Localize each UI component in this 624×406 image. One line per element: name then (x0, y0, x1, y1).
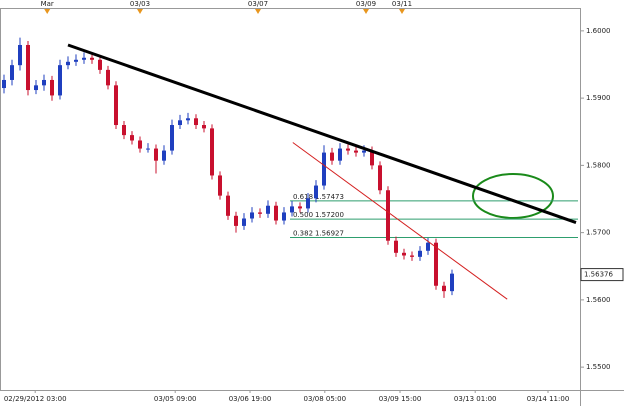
candle-body (298, 206, 302, 209)
candle-body (162, 150, 166, 161)
top-tick-label: 03/07 (248, 0, 268, 8)
candle-body (170, 125, 174, 151)
candle-body (322, 152, 326, 186)
candle-body (194, 118, 198, 126)
candle-body (290, 206, 294, 213)
candle-body (138, 140, 142, 149)
candle-body (42, 79, 46, 86)
candle-body (122, 125, 126, 136)
trendline (292, 142, 508, 300)
candle-body (66, 61, 70, 66)
y-tick-label: 1.5500 (586, 363, 611, 371)
candle-body (218, 175, 222, 196)
candle-body (426, 242, 430, 251)
candle-body (226, 195, 230, 216)
candle-body (410, 255, 414, 257)
candle-body (10, 65, 14, 80)
candle-body (378, 165, 382, 191)
top-tick-label: 03/03 (130, 0, 150, 8)
candle-body (338, 148, 342, 161)
trendline (67, 43, 577, 224)
fib-ratio: 0.500 (293, 211, 313, 219)
candle-body (90, 57, 94, 60)
x-tick-label: 02/29/2012 03:00 (4, 395, 67, 403)
y-tick-label: 1.5600 (586, 296, 611, 304)
candle-body (250, 212, 254, 219)
candle-body (26, 44, 30, 91)
x-tick-label: 03/14 11:00 (527, 395, 570, 403)
candle-body (346, 148, 350, 151)
top-tick-label: 03/09 (356, 0, 376, 8)
highlight-ellipse (472, 173, 554, 219)
fib-label: 1.57473 (315, 193, 344, 201)
fib-ratio: 0.382 (293, 230, 313, 238)
candle-body (154, 148, 158, 161)
top-tick-marker (363, 9, 369, 14)
candle-body (114, 85, 118, 126)
candle-body (242, 218, 246, 226)
y-tick-label: 1.5900 (586, 94, 611, 102)
candle-body (2, 79, 6, 89)
candle-body (186, 118, 190, 121)
x-tick-label: 03/09 15:00 (379, 395, 422, 403)
candle-body (34, 85, 38, 91)
candle-body (354, 150, 358, 153)
candle-body (306, 198, 310, 209)
top-tick-marker (44, 9, 51, 14)
candle-body (74, 59, 78, 62)
candle-body (434, 242, 438, 286)
candle-body (314, 185, 318, 199)
candle-body (418, 250, 422, 257)
candle-body (234, 215, 238, 226)
candle-body (370, 150, 374, 166)
y-tick-label: 1.6000 (586, 27, 611, 35)
candle-body (98, 59, 102, 70)
candle-body (450, 273, 454, 292)
candle-body (442, 285, 446, 292)
x-tick-label: 03/08 05:00 (304, 395, 347, 403)
fib-label: 1.57200 (315, 211, 344, 219)
x-tick-label: 03/13 01:00 (454, 395, 497, 403)
candle-body (106, 69, 110, 86)
fib-label: 1.56927 (315, 230, 344, 238)
candle-body (266, 205, 270, 214)
top-tick-label: Mar (41, 0, 54, 8)
candle-body (50, 79, 54, 96)
candle-body (178, 120, 182, 126)
candle-body (18, 44, 22, 66)
candle-body (202, 125, 206, 129)
candle-body (146, 148, 150, 150)
last-price-box (580, 268, 624, 282)
candle-body (402, 252, 406, 256)
top-tick-marker (137, 9, 143, 14)
y-tick-label: 1.5700 (586, 229, 611, 237)
candle-body (130, 135, 134, 141)
candle-body (210, 128, 214, 176)
candle-body (330, 152, 334, 161)
y-tick-label: 1.5800 (586, 161, 611, 169)
top-tick-marker (255, 9, 261, 14)
candle-body (362, 150, 366, 153)
candle-body (282, 212, 286, 221)
top-tick-marker (399, 9, 405, 14)
candle-body (82, 57, 86, 60)
candle-body (58, 65, 62, 96)
candle-body (394, 240, 398, 253)
candle-body (274, 205, 278, 221)
fib-ratio: 0.618 (293, 193, 313, 201)
x-tick-label: 03/06 19:00 (229, 395, 272, 403)
last-price-label: 1.56376 (584, 271, 613, 279)
candle-body (258, 212, 262, 214)
top-tick-label: 03/11 (392, 0, 412, 8)
x-tick-label: 03/05 09:00 (154, 395, 197, 403)
candle-body (386, 190, 390, 241)
plot-frame (0, 8, 581, 391)
